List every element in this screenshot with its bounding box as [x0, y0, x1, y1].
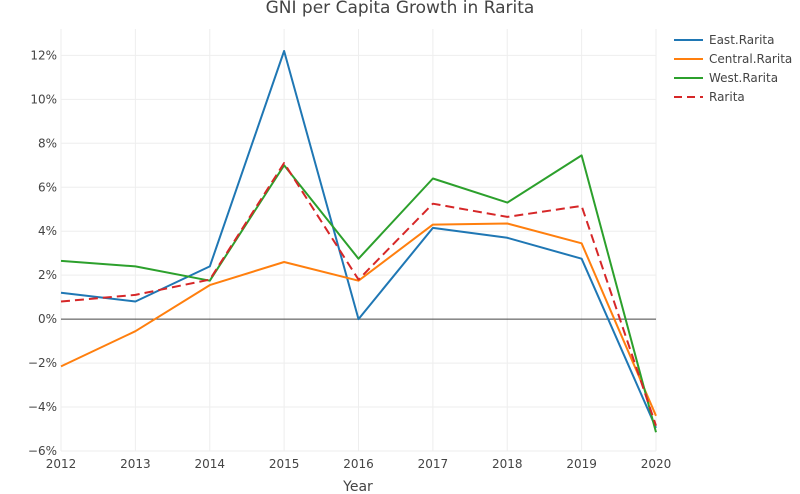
- legend-label: Central.Rarita: [709, 52, 792, 66]
- legend-label: East.Rarita: [709, 33, 774, 47]
- x-tick-label: 2012: [46, 457, 77, 471]
- x-tick-label: 2014: [194, 457, 225, 471]
- grid: [60, 29, 657, 452]
- chart-title: GNI per Capita Growth in Rarita: [266, 0, 535, 18]
- data-point-rarita-2013[interactable]: [131, 291, 139, 299]
- data-point-east-rarita-2018[interactable]: [503, 234, 511, 242]
- data-point-east-rarita-2014[interactable]: [206, 262, 214, 270]
- data-point-rarita-2012[interactable]: [57, 298, 65, 306]
- y-tick-label: 8%: [38, 136, 57, 150]
- data-point-east-rarita-2016[interactable]: [355, 315, 363, 323]
- legend-item-east-rarita[interactable]: East.Rarita: [674, 33, 774, 47]
- data-point-west-rarita-2016[interactable]: [355, 255, 363, 263]
- series-line-west-rarita: [60, 154, 657, 433]
- data-point-west-rarita-2012[interactable]: [57, 257, 65, 265]
- legend-label: West.Rarita: [709, 71, 778, 85]
- series-layer: [57, 47, 660, 433]
- data-point-east-rarita-2015[interactable]: [280, 47, 288, 55]
- data-point-central-rarita-2015[interactable]: [280, 258, 288, 266]
- data-point-central-rarita-2019[interactable]: [578, 239, 586, 247]
- legend-item-rarita[interactable]: Rarita: [674, 90, 745, 104]
- legend-item-west-rarita[interactable]: West.Rarita: [674, 71, 778, 85]
- x-tick-label: 2020: [641, 457, 672, 471]
- data-point-rarita-2017[interactable]: [429, 200, 437, 208]
- data-point-east-rarita-2019[interactable]: [578, 255, 586, 263]
- data-point-rarita-2016[interactable]: [355, 276, 363, 284]
- y-tick-label: 4%: [38, 224, 57, 238]
- x-tick-label: 2018: [492, 457, 523, 471]
- data-point-west-rarita-2019[interactable]: [578, 151, 586, 159]
- data-point-central-rarita-2017[interactable]: [429, 221, 437, 229]
- legend-item-central-rarita[interactable]: Central.Rarita: [674, 52, 792, 66]
- x-tick-label: 2016: [343, 457, 374, 471]
- x-tick-label: 2015: [269, 457, 300, 471]
- x-axis-title: Year: [342, 479, 373, 494]
- data-point-west-rarita-2018[interactable]: [503, 199, 511, 207]
- series-line-rarita: [60, 162, 657, 427]
- y-tick-label: 10%: [30, 92, 57, 106]
- data-point-rarita-2019[interactable]: [578, 202, 586, 210]
- data-point-west-rarita-2013[interactable]: [131, 262, 139, 270]
- data-point-central-rarita-2013[interactable]: [131, 327, 139, 335]
- y-tick-label: −2%: [28, 356, 57, 370]
- data-point-rarita-2018[interactable]: [503, 213, 511, 221]
- y-tick-label: 12%: [30, 48, 57, 62]
- data-point-west-rarita-2017[interactable]: [429, 174, 437, 182]
- data-point-central-rarita-2012[interactable]: [57, 362, 65, 370]
- series-line-central-rarita: [60, 222, 657, 417]
- y-tick-label: 0%: [38, 312, 57, 326]
- y-tick-label: 6%: [38, 180, 57, 194]
- y-tick-label: −4%: [28, 400, 57, 414]
- data-point-rarita-2015[interactable]: [280, 159, 288, 167]
- legend-label: Rarita: [709, 90, 745, 104]
- y-tick-label: 2%: [38, 268, 57, 282]
- y-axis-ticks: −6% −4% −2% 0% 2% 4% 6% 8% 10% 12%: [28, 48, 57, 458]
- legend[interactable]: East.Rarita Central.Rarita West.Rarita Rari…: [674, 33, 792, 104]
- x-tick-label: 2017: [418, 457, 449, 471]
- data-point-rarita-2014[interactable]: [206, 276, 214, 284]
- data-point-rarita-2020[interactable]: [652, 422, 660, 430]
- y-tick-label: −6%: [28, 444, 57, 458]
- data-point-east-rarita-2012[interactable]: [57, 289, 65, 297]
- x-axis-ticks: 2012 2013 2014 2015 2016 2017 2018 2019 2020: [46, 457, 672, 471]
- x-tick-label: 2013: [120, 457, 151, 471]
- x-tick-label: 2019: [566, 457, 597, 471]
